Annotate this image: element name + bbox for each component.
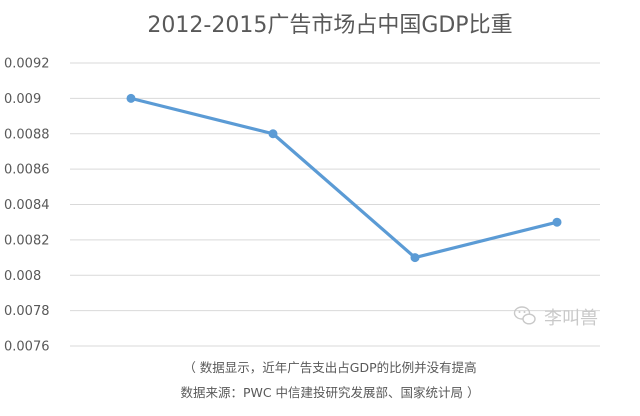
note-line-1: （ 数据显示，近年广告支出占GDP的比例并没有提高 bbox=[183, 360, 476, 375]
y-tick-label: 0.0078 bbox=[4, 304, 50, 319]
y-tick-label: 0.009 bbox=[4, 92, 41, 107]
note-line-2: 数据来源：PWC 中信建投研究发展部、国家统计局 ） bbox=[180, 385, 479, 400]
y-tick-label: 0.0076 bbox=[4, 340, 50, 355]
chart-title: 2012-2015广告市场占中国GDP比重 bbox=[147, 13, 512, 38]
watermark-text: 李叫兽 bbox=[544, 308, 598, 329]
series-layer bbox=[126, 93, 562, 263]
y-tick-label: 0.0086 bbox=[4, 163, 50, 178]
data-point-2014 bbox=[410, 253, 420, 263]
data-point-2015 bbox=[552, 217, 562, 227]
y-tick-label: 0.008 bbox=[4, 269, 41, 284]
data-point-2012 bbox=[126, 93, 136, 103]
data-point-2013 bbox=[268, 129, 278, 139]
y-tick-label: 0.0084 bbox=[4, 198, 50, 213]
series-line bbox=[129, 96, 559, 260]
y-tick-label: 0.0092 bbox=[4, 57, 50, 72]
grid-lines bbox=[70, 62, 600, 347]
y-tick-label: 0.0082 bbox=[4, 233, 50, 248]
watermark: 李叫兽 bbox=[513, 306, 598, 329]
wechat-icon bbox=[513, 306, 536, 325]
y-tick-label: 0.0088 bbox=[4, 127, 50, 142]
y-axis-ticks: 0.0076 0.0078 0.008 0.0082 0.0084 0.0086 0.008… bbox=[4, 57, 50, 355]
